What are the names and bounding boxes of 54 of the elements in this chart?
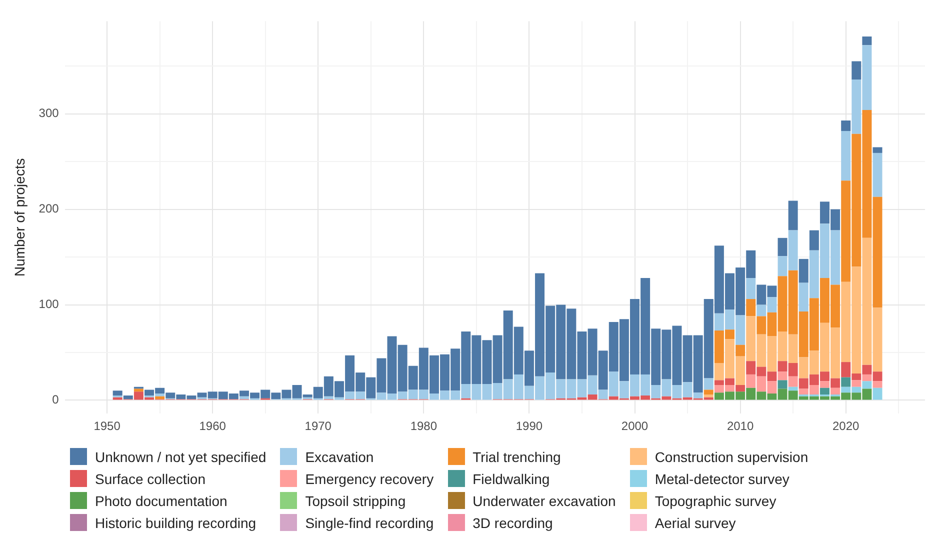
bar: [704, 394, 714, 398]
bar: [778, 238, 788, 256]
x-tick-label: 1970: [304, 419, 332, 434]
bar: [123, 395, 133, 400]
legend-label: Topsoil stripping: [305, 492, 406, 508]
bar: [852, 61, 862, 80]
x-tick-label: 1960: [199, 419, 226, 434]
x-tick-label: 1980: [410, 419, 438, 434]
bar: [778, 380, 788, 389]
legend-label: Surface collection: [95, 470, 206, 486]
bar: [830, 388, 840, 395]
legend-label: Metal-detector survey: [654, 470, 790, 486]
y-tick-label: 300: [38, 106, 60, 120]
bar: [798, 258, 808, 283]
y-tick-label: 200: [38, 202, 60, 216]
x-tick-label: 2000: [621, 419, 648, 434]
bar: [112, 390, 122, 396]
bar: [155, 396, 165, 400]
x-tick-label: 2010: [726, 419, 754, 434]
bar: [746, 299, 756, 316]
bar: [809, 230, 819, 250]
legend-label: Photo documentation: [95, 492, 228, 508]
bar: [704, 378, 714, 390]
bar: [872, 152, 882, 197]
legend-label: Unknown / not yet specified: [95, 448, 266, 464]
legend-label: Single-find recording: [305, 514, 434, 530]
legend-label: Underwater excavation: [472, 492, 616, 508]
legend-label: Aerial survey: [654, 514, 736, 530]
x-tick-label: 2020: [832, 419, 860, 434]
x-tick-label: 1990: [516, 419, 543, 434]
bar: [841, 120, 851, 131]
legend-label: Fieldwalking: [472, 470, 550, 486]
legend-label: Historic building recording: [95, 514, 256, 530]
bar: [704, 390, 714, 395]
bar: [862, 36, 872, 46]
legend-label: Emergency recovery: [305, 470, 434, 486]
bar: [872, 381, 882, 388]
bar: [788, 200, 798, 230]
bar: [820, 388, 830, 395]
bar: [872, 147, 882, 153]
y-tick-label: 100: [38, 297, 60, 312]
y-axis-title: Number of projects: [11, 158, 28, 277]
legend-label: Construction supervision: [654, 448, 808, 464]
bar: [788, 386, 798, 391]
x-tick-label: 1950: [94, 419, 121, 434]
y-tick-label: 0: [52, 392, 60, 407]
legend-label: 3D recording: [472, 514, 553, 530]
legend-label: Excavation: [305, 448, 374, 464]
bar: [736, 344, 746, 356]
bar: [736, 384, 746, 392]
bar: [746, 278, 756, 300]
legend-label: Topographic survey: [654, 492, 776, 508]
bar: [841, 377, 851, 387]
legend-label: Trial trenching: [472, 448, 561, 464]
